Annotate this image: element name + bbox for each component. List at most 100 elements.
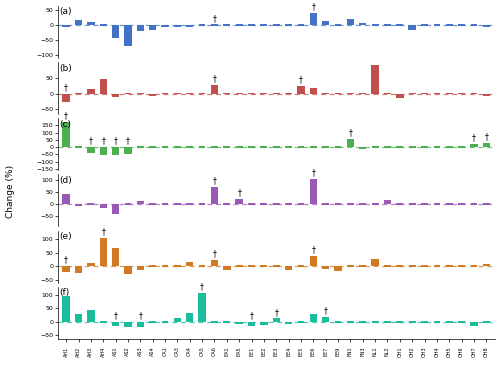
Bar: [236, 93, 242, 95]
Bar: [211, 146, 218, 148]
Bar: [137, 93, 143, 95]
Bar: [347, 265, 354, 267]
Text: (f): (f): [60, 288, 70, 298]
Bar: [310, 256, 317, 266]
Bar: [347, 93, 354, 95]
Bar: [347, 203, 354, 205]
Bar: [470, 203, 478, 205]
Text: †: †: [250, 311, 254, 320]
Bar: [224, 203, 230, 205]
Bar: [236, 24, 242, 26]
Bar: [87, 263, 94, 266]
Bar: [421, 24, 428, 26]
Bar: [186, 93, 193, 95]
Bar: [482, 264, 490, 266]
Bar: [62, 25, 70, 26]
Bar: [186, 25, 194, 28]
Bar: [124, 93, 132, 95]
Text: †: †: [114, 311, 117, 320]
Bar: [298, 146, 304, 148]
Text: †: †: [64, 111, 68, 120]
Text: Change (%): Change (%): [6, 165, 16, 218]
Bar: [347, 321, 354, 322]
Bar: [248, 265, 255, 267]
Bar: [112, 147, 120, 155]
Text: †: †: [212, 177, 216, 185]
Text: †: †: [89, 137, 93, 146]
Bar: [409, 321, 416, 322]
Bar: [174, 318, 181, 322]
Bar: [310, 13, 317, 25]
Bar: [75, 314, 82, 322]
Bar: [260, 203, 268, 205]
Text: †: †: [324, 306, 328, 315]
Bar: [421, 203, 428, 205]
Bar: [421, 321, 428, 322]
Bar: [372, 146, 378, 148]
Bar: [150, 265, 156, 267]
Bar: [310, 314, 317, 322]
Bar: [360, 203, 366, 205]
Bar: [334, 321, 342, 322]
Bar: [458, 265, 465, 267]
Bar: [248, 24, 255, 26]
Bar: [87, 309, 94, 322]
Text: †: †: [212, 74, 216, 83]
Bar: [75, 204, 82, 206]
Bar: [446, 203, 452, 205]
Bar: [322, 93, 329, 95]
Bar: [298, 321, 304, 322]
Bar: [150, 321, 156, 322]
Bar: [273, 265, 280, 267]
Bar: [248, 322, 255, 326]
Bar: [334, 146, 342, 148]
Bar: [149, 93, 156, 96]
Bar: [285, 322, 292, 324]
Bar: [322, 203, 329, 205]
Bar: [87, 147, 94, 152]
Bar: [273, 203, 280, 205]
Bar: [396, 24, 403, 26]
Bar: [150, 203, 156, 205]
Bar: [483, 321, 490, 322]
Bar: [273, 24, 280, 26]
Bar: [446, 146, 452, 148]
Bar: [224, 24, 230, 26]
Bar: [298, 203, 304, 205]
Bar: [224, 146, 230, 148]
Bar: [409, 146, 416, 148]
Bar: [273, 93, 280, 95]
Bar: [174, 265, 181, 267]
Text: †: †: [237, 189, 241, 198]
Bar: [272, 318, 280, 322]
Bar: [260, 93, 268, 95]
Text: †: †: [102, 137, 105, 146]
Bar: [198, 293, 206, 322]
Bar: [384, 200, 391, 204]
Bar: [87, 89, 94, 93]
Bar: [137, 146, 143, 148]
Bar: [434, 203, 440, 205]
Bar: [458, 203, 465, 205]
Bar: [482, 25, 490, 28]
Bar: [124, 147, 132, 154]
Bar: [88, 203, 94, 205]
Bar: [236, 199, 243, 204]
Bar: [285, 24, 292, 26]
Bar: [236, 146, 242, 148]
Bar: [384, 93, 391, 95]
Bar: [310, 146, 316, 148]
Bar: [434, 265, 440, 267]
Bar: [360, 265, 366, 267]
Bar: [298, 265, 304, 267]
Bar: [298, 24, 304, 26]
Text: †: †: [102, 227, 105, 236]
Text: †: †: [274, 308, 278, 317]
Bar: [483, 203, 490, 205]
Text: †: †: [299, 75, 303, 84]
Bar: [409, 93, 416, 95]
Bar: [408, 25, 416, 30]
Bar: [100, 321, 106, 322]
Bar: [310, 88, 317, 93]
Bar: [210, 85, 218, 93]
